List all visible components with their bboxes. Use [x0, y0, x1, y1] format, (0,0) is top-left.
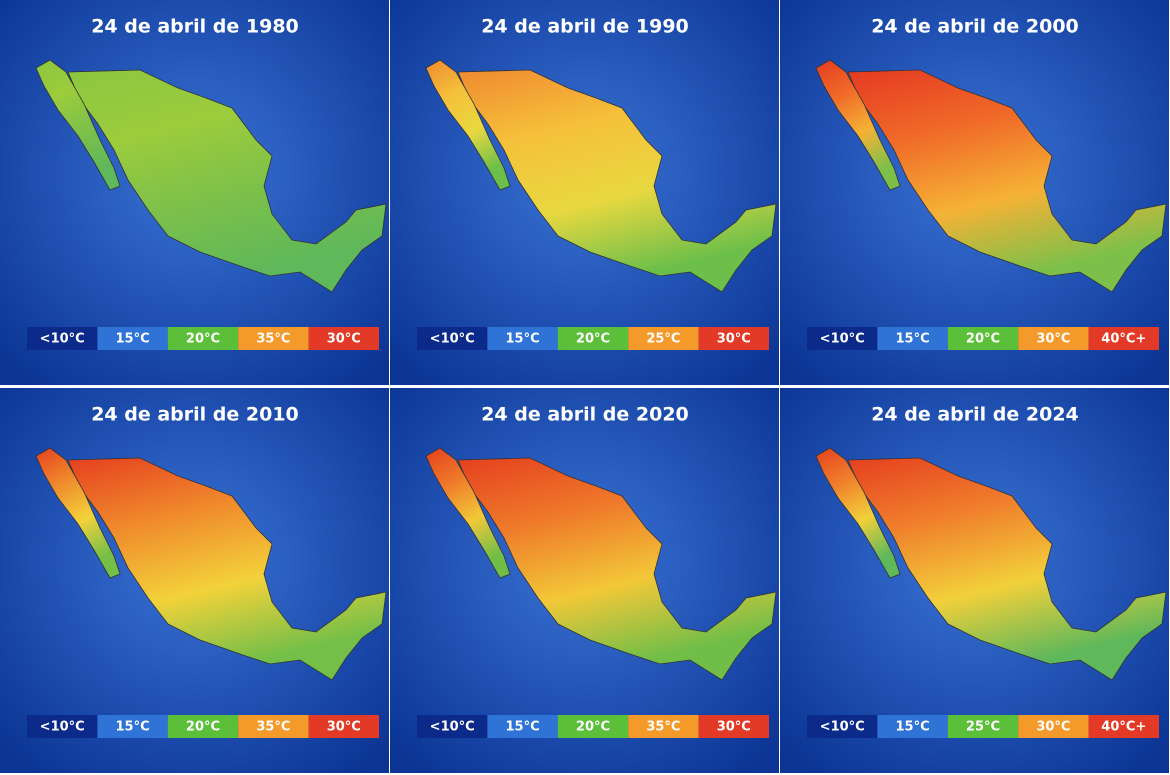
- legend-label: <10°C: [820, 332, 865, 347]
- legend-label: 20°C: [576, 720, 610, 735]
- legend-swatch: [487, 715, 558, 738]
- legend-swatch: [417, 327, 488, 350]
- legend-label: 30°C: [1036, 720, 1070, 735]
- legend-label: 30°C: [327, 720, 361, 735]
- legend-swatch: [167, 327, 239, 350]
- legend-label: 15°C: [116, 720, 150, 735]
- mexico-mainland: [457, 69, 777, 293]
- legend-label: <10°C: [820, 720, 865, 735]
- legend-label: <10°C: [40, 720, 85, 735]
- baja-california: [425, 447, 511, 579]
- mexico-mainland: [67, 69, 387, 293]
- legend-swatch: [807, 327, 878, 350]
- map-panel: 24 de abril de 1980 <10°C 15°C 20°C 35°C 30°C: [0, 0, 389, 385]
- map-panel: 24 de abril de 2024 <10°C 15°C 25°C 30°C 40°C…: [780, 388, 1169, 773]
- legend-label: 15°C: [506, 332, 540, 347]
- baja-california: [35, 59, 121, 191]
- legend-swatch: [557, 715, 629, 738]
- panel-title: 24 de abril de 2000: [871, 16, 1079, 38]
- legend-label: 15°C: [896, 720, 930, 735]
- legend-label: 15°C: [116, 332, 150, 347]
- legend-label: 35°C: [646, 720, 680, 735]
- legend-swatch: [487, 327, 558, 350]
- mexico-mainland: [847, 69, 1167, 293]
- legend-swatch: [557, 327, 629, 350]
- legend-label: 30°C: [327, 332, 361, 347]
- legend-swatch: [97, 715, 168, 738]
- panel-title: 24 de abril de 1990: [481, 16, 689, 38]
- mexico-mainland: [457, 457, 777, 681]
- legend-swatch: [628, 715, 699, 738]
- legend-label: 35°C: [256, 720, 290, 735]
- legend-swatch: [27, 327, 98, 350]
- legend-swatch: [97, 327, 168, 350]
- legend-label: 15°C: [896, 332, 930, 347]
- map-panel: 24 de abril de 2010 <10°C 15°C 20°C 35°C 30°C: [0, 388, 389, 773]
- legend-label: 30°C: [1036, 332, 1070, 347]
- map-panel: 24 de abril de 1990 <10°C 15°C 20°C 25°C 30°C: [390, 0, 779, 385]
- map-panel: 24 de abril de 2020 <10°C 15°C 20°C 35°C 30°C: [390, 388, 779, 773]
- legend-swatch: [698, 715, 769, 738]
- panel-title: 24 de abril de 2024: [871, 404, 1079, 426]
- map-panel: 24 de abril de 2000 <10°C 15°C 20°C 30°C 40°C…: [780, 0, 1169, 385]
- legend-label: 20°C: [576, 332, 610, 347]
- legend-label: <10°C: [430, 720, 475, 735]
- legend-label: <10°C: [430, 332, 475, 347]
- legend-label: 15°C: [506, 720, 540, 735]
- legend-label: 20°C: [186, 332, 220, 347]
- baja-california: [425, 59, 511, 191]
- legend-swatch: [947, 327, 1019, 350]
- legend-label: <10°C: [40, 332, 85, 347]
- panel-title: 24 de abril de 2020: [481, 404, 689, 426]
- mexico-mainland: [847, 457, 1167, 681]
- legend-swatch: [308, 715, 379, 738]
- panel-title: 24 de abril de 2010: [91, 404, 299, 426]
- legend-swatch: [238, 327, 309, 350]
- legend-swatch: [238, 715, 309, 738]
- legend-label: 25°C: [646, 332, 680, 347]
- legend-swatch: [947, 715, 1019, 738]
- baja-california: [815, 59, 901, 191]
- legend-swatch: [1088, 327, 1159, 350]
- legend-swatch: [807, 715, 878, 738]
- legend-swatch: [417, 715, 488, 738]
- legend-swatch: [628, 327, 699, 350]
- legend-swatch: [1088, 715, 1159, 738]
- legend-swatch: [27, 715, 98, 738]
- legend-label: 35°C: [256, 332, 290, 347]
- legend-swatch: [698, 327, 769, 350]
- legend-swatch: [308, 327, 379, 350]
- baja-california: [35, 447, 121, 579]
- legend-label: 40°C+: [1101, 720, 1146, 735]
- legend-label: 30°C: [717, 332, 751, 347]
- legend-label: 20°C: [186, 720, 220, 735]
- legend-swatch: [1018, 715, 1089, 738]
- legend-swatch: [167, 715, 239, 738]
- legend-swatch: [877, 715, 948, 738]
- baja-california: [815, 447, 901, 579]
- legend-label: 30°C: [717, 720, 751, 735]
- mexico-mainland: [67, 457, 387, 681]
- legend-label: 25°C: [966, 720, 1000, 735]
- legend-label: 20°C: [966, 332, 1000, 347]
- panel-title: 24 de abril de 1980: [91, 16, 299, 38]
- legend-label: 40°C+: [1101, 332, 1146, 347]
- legend-swatch: [877, 327, 948, 350]
- legend-swatch: [1018, 327, 1089, 350]
